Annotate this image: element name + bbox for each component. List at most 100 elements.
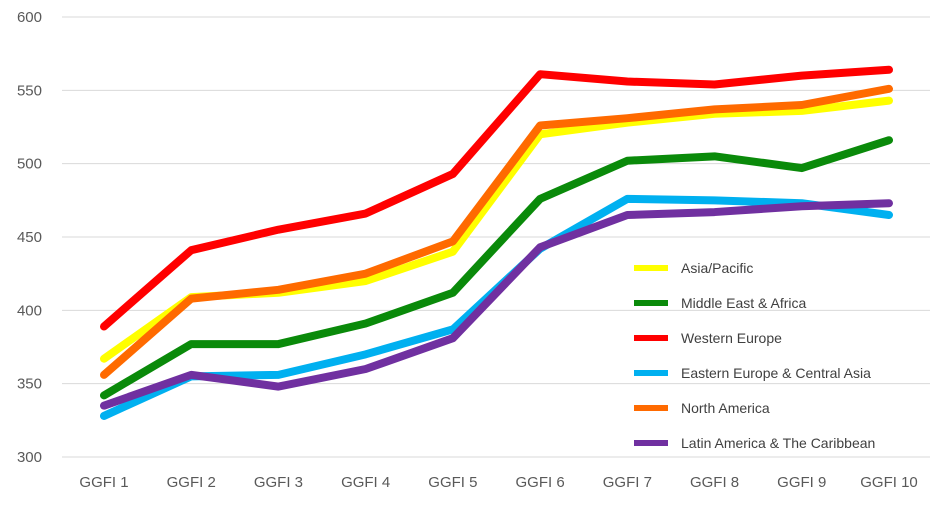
data-point: [539, 73, 541, 75]
data-point: [277, 374, 279, 376]
data-point: [714, 83, 716, 85]
y-tick-label: 350: [17, 376, 42, 393]
data-point: [103, 325, 105, 327]
y-tick-label: 500: [17, 156, 42, 173]
data-point: [452, 173, 454, 175]
data-point: [190, 298, 192, 300]
series-north-america: [100, 84, 893, 379]
x-tick-label: GGFI 1: [79, 474, 128, 491]
data-point: [452, 337, 454, 339]
data-point: [801, 205, 803, 207]
y-axis-ticks: 300 350 400 450 500 550 600: [17, 9, 42, 466]
data-point: [103, 374, 105, 376]
legend-item: Western Europe: [634, 330, 782, 346]
y-tick-label: 600: [17, 9, 42, 26]
data-point: [714, 113, 716, 115]
series-layer: [100, 65, 893, 420]
legend-item: Middle East & Africa: [634, 295, 806, 311]
legend: Asia/Pacific Middle East & Africa Western …: [634, 260, 875, 451]
data-point: [888, 88, 890, 90]
series-western-europe: [100, 65, 893, 331]
series-middle-east-africa: [100, 136, 893, 400]
data-point: [888, 69, 890, 71]
x-tick-label: GGFI 2: [167, 474, 216, 491]
data-point: [452, 240, 454, 242]
data-point: [714, 155, 716, 157]
x-tick-label: GGFI 8: [690, 474, 739, 491]
data-point: [103, 415, 105, 417]
series-line-middle-east-africa: [100, 136, 893, 400]
data-point: [801, 104, 803, 106]
data-point: [888, 100, 890, 102]
x-tick-label: GGFI 4: [341, 474, 390, 491]
series-line-north-america: [100, 84, 893, 379]
legend-label: Eastern Europe & Central Asia: [681, 365, 871, 381]
data-point: [365, 323, 367, 325]
series-line-asia-pacific: [100, 96, 893, 363]
legend-label: Middle East & Africa: [681, 295, 806, 311]
data-point: [452, 292, 454, 294]
legend-item: Asia/Pacific: [634, 260, 753, 276]
y-tick-label: 450: [17, 229, 42, 246]
series-line-latin-america-the-caribbean: [100, 199, 893, 410]
data-point: [365, 368, 367, 370]
data-point: [365, 353, 367, 355]
data-point: [626, 122, 628, 124]
series-asia-pacific: [100, 96, 893, 363]
data-point: [626, 160, 628, 162]
x-tick-label: GGFI 6: [516, 474, 565, 491]
x-tick-label: GGFI 7: [603, 474, 652, 491]
legend-item: North America: [634, 400, 770, 416]
data-point: [626, 117, 628, 119]
data-point: [539, 125, 541, 127]
data-point: [452, 328, 454, 330]
legend-label: Asia/Pacific: [681, 260, 753, 276]
data-point: [714, 108, 716, 110]
data-point: [801, 110, 803, 112]
data-point: [365, 213, 367, 215]
y-tick-label: 550: [17, 82, 42, 99]
data-point: [277, 229, 279, 231]
x-tick-label: GGFI 5: [428, 474, 477, 491]
data-point: [365, 280, 367, 282]
x-tick-label: GGFI 3: [254, 474, 303, 491]
data-point: [103, 394, 105, 396]
data-point: [190, 343, 192, 345]
data-point: [626, 81, 628, 83]
y-tick-label: 300: [17, 449, 42, 466]
legend-item: Eastern Europe & Central Asia: [634, 365, 871, 381]
y-tick-label: 400: [17, 302, 42, 319]
data-point: [888, 139, 890, 141]
data-point: [539, 133, 541, 135]
legend-label: Western Europe: [681, 330, 782, 346]
legend-label: Latin America & The Caribbean: [681, 435, 875, 451]
data-point: [888, 202, 890, 204]
legend-item: Latin America & The Caribbean: [634, 435, 875, 451]
data-point: [626, 214, 628, 216]
legend-label: North America: [681, 400, 770, 416]
data-point: [452, 251, 454, 253]
data-point: [801, 75, 803, 77]
data-point: [277, 386, 279, 388]
data-point: [888, 214, 890, 216]
data-point: [277, 289, 279, 291]
grid-layer: [62, 16, 930, 458]
data-point: [626, 198, 628, 200]
data-point: [190, 249, 192, 251]
data-point: [714, 199, 716, 201]
x-axis-ticks: GGFI 1 GGFI 2 GGFI 3 GGFI 4 GGFI 5 GGFI 6 GGFI…: [79, 474, 917, 491]
data-point: [103, 405, 105, 407]
data-point: [277, 343, 279, 345]
data-point: [539, 246, 541, 248]
series-latin-america-the-caribbean: [100, 199, 893, 410]
data-point: [190, 374, 192, 376]
data-point: [365, 273, 367, 275]
data-point: [539, 198, 541, 200]
data-point: [714, 211, 716, 213]
x-tick-label: GGFI 10: [860, 474, 918, 491]
data-point: [103, 358, 105, 360]
x-tick-label: GGFI 9: [777, 474, 826, 491]
series-line-western-europe: [100, 65, 893, 331]
